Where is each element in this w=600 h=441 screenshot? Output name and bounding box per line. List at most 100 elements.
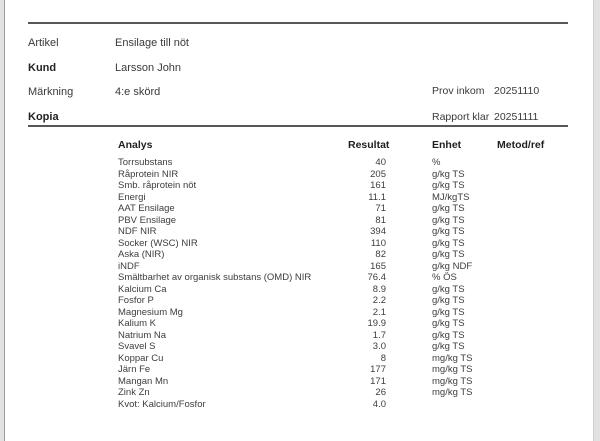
cell-resultat: 171 xyxy=(370,375,386,387)
cell-analys: Råprotein NIR xyxy=(118,168,179,180)
field-label-kund: Kund xyxy=(28,62,57,74)
meta-value-rapport-klar: 20251111 xyxy=(494,111,539,123)
cell-analys: Zink Zn xyxy=(118,387,150,398)
meta-label-rapport-klar: Rapport klar xyxy=(432,111,490,123)
cell-enhet: g/kg NDF xyxy=(432,260,473,272)
cell-resultat: 76.4 xyxy=(367,272,387,283)
table-body: Torrsubstans 40% Råprotein NIR 205 g/kg TS Sm… xyxy=(118,157,568,410)
cell-enhet: g/kg TS xyxy=(432,203,465,214)
table-row: Koppar Cu 8 mg/kg TS xyxy=(118,353,568,365)
cell-enhet: g/kg TS xyxy=(432,180,465,191)
cell-resultat: 71 xyxy=(375,203,386,214)
table-row: Smb. råprotein nöt 161 g/kg TS xyxy=(118,180,568,192)
cell-enhet: g/kg TS xyxy=(432,306,465,318)
cell-analys: Fosfor P xyxy=(118,295,154,306)
page-edge-left xyxy=(0,0,5,441)
table-row: Kvot: Kalcium/Fosfor 4.0 xyxy=(118,399,568,411)
cell-analys: Energi xyxy=(118,191,146,203)
field-value-artikel: Ensilage till nöt xyxy=(115,37,189,49)
page-edge-right xyxy=(593,0,600,441)
cell-enhet: % xyxy=(432,157,441,168)
mid-divider xyxy=(28,125,568,127)
cell-analys: Smb. råprotein nöt xyxy=(118,180,197,191)
table-row: PBV Ensilage 81 g/kg TS xyxy=(118,215,568,227)
cell-resultat: 11.1 xyxy=(368,191,386,203)
cell-analys: Kvot: Kalcium/Fosfor xyxy=(118,398,206,410)
table-row: Magnesium Mg 2.1 g/kg TS xyxy=(118,307,568,319)
table-row: AAT Ensilage 71 g/kg TS xyxy=(118,203,568,215)
cell-analys: Natrium Na xyxy=(118,329,167,341)
table-row: Fosfor P 2.2 g/kg TS xyxy=(118,295,568,307)
cell-enhet: g/kg TS xyxy=(432,214,465,226)
cell-analys: Socker (WSC) NIR xyxy=(118,237,198,249)
cell-enhet: MJ/kgTS xyxy=(432,191,470,203)
cell-enhet: g/kg TS xyxy=(432,329,465,341)
table-row: Råprotein NIR 205 g/kg TS xyxy=(118,169,568,181)
column-header-analys: Analys xyxy=(118,139,153,151)
table-row: Järn Fe 177 mg/kg TS xyxy=(118,364,568,376)
table-row: Svavel S 3.0 g/kg TS xyxy=(118,341,568,353)
field-label-kopia: Kopia xyxy=(28,111,59,123)
cell-enhet: g/kg TS xyxy=(432,283,465,295)
cell-enhet: g/kg TS xyxy=(432,168,465,180)
cell-enhet: mg/kg TS xyxy=(432,375,473,387)
cell-resultat: 26 xyxy=(375,387,386,398)
cell-analys: NDF NIR xyxy=(118,226,157,237)
table-row: Smältbarhet av organisk substans (OMD) N… xyxy=(118,272,568,284)
column-header-resultat: Resultat xyxy=(348,139,390,151)
cell-enhet: mg/kg TS xyxy=(432,364,473,375)
cell-resultat: 1.7 xyxy=(372,329,386,341)
cell-enhet: % ÖS xyxy=(432,272,457,283)
cell-resultat: 8.9 xyxy=(372,283,386,295)
column-header-enhet: Enhet xyxy=(432,139,462,151)
table-row: Torrsubstans 40% xyxy=(118,157,568,169)
cell-resultat: 4.0 xyxy=(372,398,386,410)
cell-enhet: g/kg TS xyxy=(432,237,465,249)
table-row: Kalium K 19.9 g/kg TS xyxy=(118,318,568,330)
cell-analys: Kalium K xyxy=(118,318,157,329)
cell-resultat: 165 xyxy=(370,260,386,272)
field-value-kund: Larsson John xyxy=(115,62,182,74)
cell-resultat: 161 xyxy=(370,180,386,191)
cell-resultat: 81 xyxy=(375,214,386,226)
cell-enhet: mg/kg TS xyxy=(432,352,473,364)
cell-analys: Kalcium Ca xyxy=(118,283,167,295)
cell-resultat: 177 xyxy=(370,364,386,375)
cell-analys: Magnesium Mg xyxy=(118,306,183,318)
cell-analys: AAT Ensilage xyxy=(118,203,175,214)
cell-enhet: g/kg TS xyxy=(432,341,465,352)
cell-analys: Svavel S xyxy=(118,341,156,352)
table-row: Natrium Na 1.7 g/kg TS xyxy=(118,330,568,342)
cell-analys: Koppar Cu xyxy=(118,352,164,364)
table-row: iNDF 165 g/kg NDF xyxy=(118,261,568,273)
cell-resultat: 2.1 xyxy=(372,306,386,318)
table-row: Socker (WSC) NIR 110 g/kg TS xyxy=(118,238,568,250)
cell-resultat: 82 xyxy=(375,249,386,260)
table-row: Kalcium Ca 8.9 g/kg TS xyxy=(118,284,568,296)
table-header-row: Analys Resultat Enhet Metod/ref xyxy=(118,139,568,151)
table-row: Energi 11.1 MJ/kgTS xyxy=(118,192,568,204)
table-row: NDF NIR 394 g/kg TS xyxy=(118,226,568,238)
cell-analys: Aska (NIR) xyxy=(118,249,165,260)
cell-analys: Smältbarhet av organisk substans (OMD) N… xyxy=(118,272,312,283)
cell-enhet: g/kg TS xyxy=(432,249,465,260)
cell-resultat: 19.9 xyxy=(367,318,387,329)
cell-analys: Järn Fe xyxy=(118,364,151,375)
cell-analys: iNDF xyxy=(118,260,140,272)
column-header-metod: Metod/ref xyxy=(497,139,545,151)
cell-analys: Mangan Mn xyxy=(118,375,169,387)
field-label-artikel: Artikel xyxy=(28,37,59,49)
top-divider xyxy=(28,22,568,24)
cell-enhet: g/kg TS xyxy=(432,318,465,329)
cell-resultat: 394 xyxy=(370,226,386,237)
cell-enhet: g/kg TS xyxy=(432,226,465,237)
cell-analys: PBV Ensilage xyxy=(118,214,177,226)
cell-resultat: 3.0 xyxy=(372,341,386,352)
cell-resultat: 110 xyxy=(370,237,386,249)
cell-resultat: 8 xyxy=(380,352,386,364)
cell-resultat: 205 xyxy=(370,168,386,180)
table-row: Aska (NIR) 82 g/kg TS xyxy=(118,249,568,261)
meta-value-prov-inkom: 20251110 xyxy=(494,85,540,97)
field-label-markning: Märkning xyxy=(28,86,74,98)
